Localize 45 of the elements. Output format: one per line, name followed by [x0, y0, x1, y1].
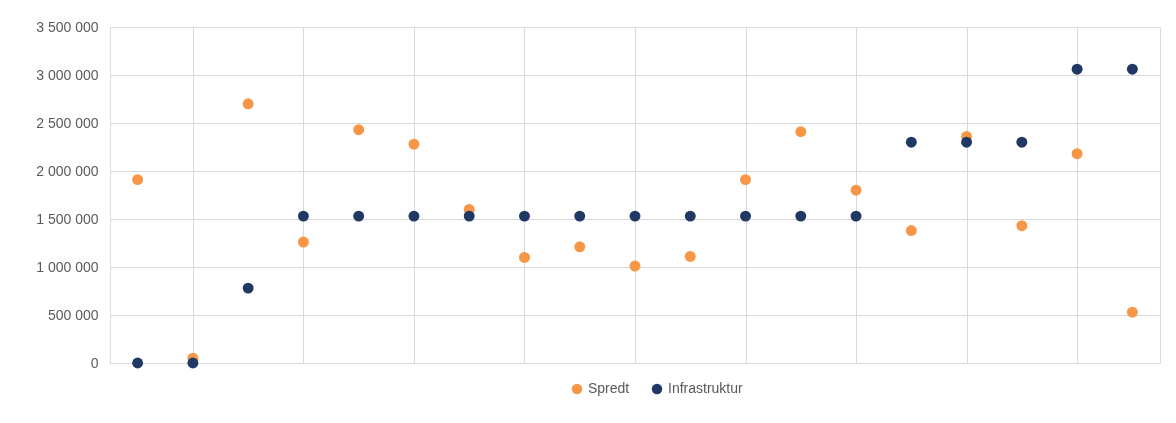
point: [1071, 63, 1083, 75]
point: [408, 138, 420, 150]
y-tick-label: 2 500 000: [36, 114, 99, 131]
point: [850, 184, 862, 196]
point: [850, 210, 862, 222]
point: [408, 210, 420, 222]
point: [961, 136, 973, 148]
point: [463, 210, 475, 222]
point: [1071, 148, 1083, 160]
legend-label: Infrastruktur: [668, 380, 744, 396]
point: [132, 357, 144, 369]
point: [905, 136, 917, 148]
point: [519, 210, 530, 222]
y-tick-label: 1 500 000: [36, 210, 99, 227]
point: [242, 98, 254, 110]
point: [1016, 220, 1028, 232]
point: [795, 210, 807, 222]
point: [1016, 136, 1028, 148]
y-tick-label: 500 000: [47, 306, 99, 323]
point: [684, 250, 696, 262]
legend-label: Spredt: [588, 380, 630, 396]
point: [132, 174, 144, 186]
point: [519, 251, 530, 263]
point: [353, 210, 365, 222]
point: [629, 210, 641, 222]
point: [353, 124, 365, 136]
point: [297, 210, 309, 222]
point: [297, 236, 309, 248]
point: [1126, 306, 1138, 318]
point: [574, 241, 586, 253]
point: [1126, 63, 1138, 75]
point: [242, 282, 254, 294]
point: [629, 260, 641, 272]
y-tick-label: 3 000 000: [36, 66, 99, 83]
point: [905, 225, 917, 236]
point: [574, 210, 586, 222]
y-tick-label: 0: [90, 354, 99, 371]
point: [187, 357, 199, 369]
y-tick-label: 2 000 000: [36, 162, 99, 179]
point: [795, 126, 807, 138]
point: [740, 174, 751, 186]
point: [740, 210, 751, 222]
y-tick-label: 1 000 000: [36, 258, 99, 275]
point: [684, 210, 696, 222]
y-tick-label: 3 500 000: [36, 18, 99, 35]
